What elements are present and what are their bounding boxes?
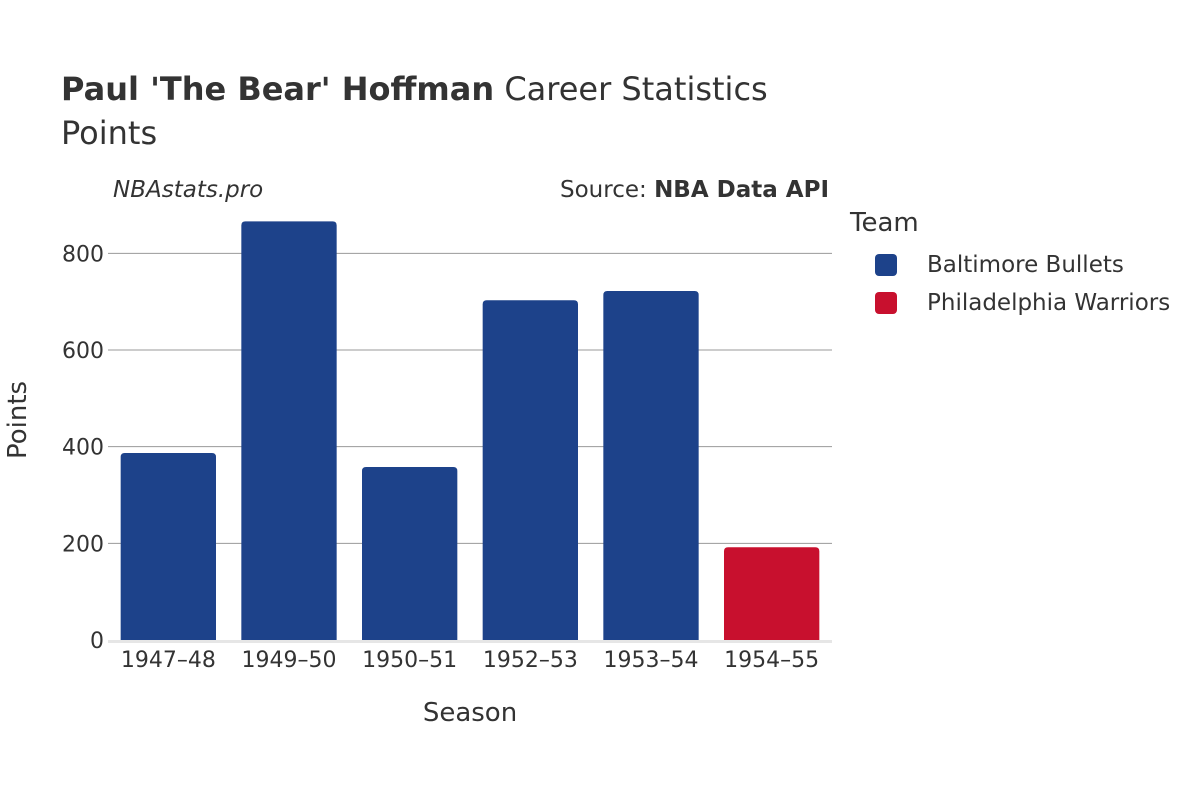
chart-subtitle: Points (61, 114, 158, 152)
source-name: NBA Data API (654, 177, 829, 203)
chart-title-bold: Paul 'The Bear' Hoffman (61, 70, 495, 108)
x-tick-label: 1950–51 (362, 648, 457, 673)
x-tick-label: 1952–53 (483, 648, 578, 673)
source-credit: Source: NBA Data API (560, 177, 829, 203)
bar[interactable] (120, 452, 216, 640)
x-tick-label: 1953–54 (604, 648, 699, 673)
bars (120, 221, 820, 640)
y-tick-label: 400 (62, 436, 104, 461)
bar[interactable] (241, 221, 337, 640)
x-axis-label: Season (423, 698, 517, 728)
legend: Team Baltimore Bullets Philadelphia Warr… (850, 208, 1170, 322)
bar[interactable] (724, 547, 820, 640)
y-tick-label: 600 (62, 339, 104, 364)
y-tick-label: 200 (62, 532, 104, 557)
chart-title: Paul 'The Bear' Hoffman Career Statistic… (61, 68, 768, 110)
legend-title: Team (850, 208, 919, 238)
x-tick-label: 1949–50 (242, 648, 337, 673)
y-tick-labels: 0 200 400 600 800 (62, 242, 104, 654)
source-prefix: Source: (560, 177, 655, 203)
legend-item-baltimore-bullets[interactable]: Baltimore Bullets (875, 246, 1170, 284)
y-axis-label: Points (3, 381, 33, 459)
legend-swatch (875, 292, 897, 314)
y-tick-label: 0 (90, 629, 104, 654)
bar[interactable] (482, 300, 578, 640)
x-tick-label: 1954–55 (724, 648, 819, 673)
x-tick-labels: 1947–48 1949–50 1950–51 1952–53 1953–54 1954–… (121, 648, 819, 673)
bar[interactable] (603, 291, 699, 640)
legend-label: Baltimore Bullets (927, 252, 1124, 278)
legend-item-philadelphia-warriors[interactable]: Philadelphia Warriors (875, 284, 1170, 322)
legend-swatch (875, 254, 897, 276)
bar[interactable] (362, 466, 458, 640)
y-tick-label: 800 (62, 242, 104, 267)
watermark: NBAstats.pro (113, 177, 264, 203)
legend-label: Philadelphia Warriors (927, 290, 1171, 316)
gridlines (108, 252, 832, 643)
x-tick-label: 1947–48 (121, 648, 216, 673)
chart-title-rest: Career Statistics (504, 70, 768, 108)
